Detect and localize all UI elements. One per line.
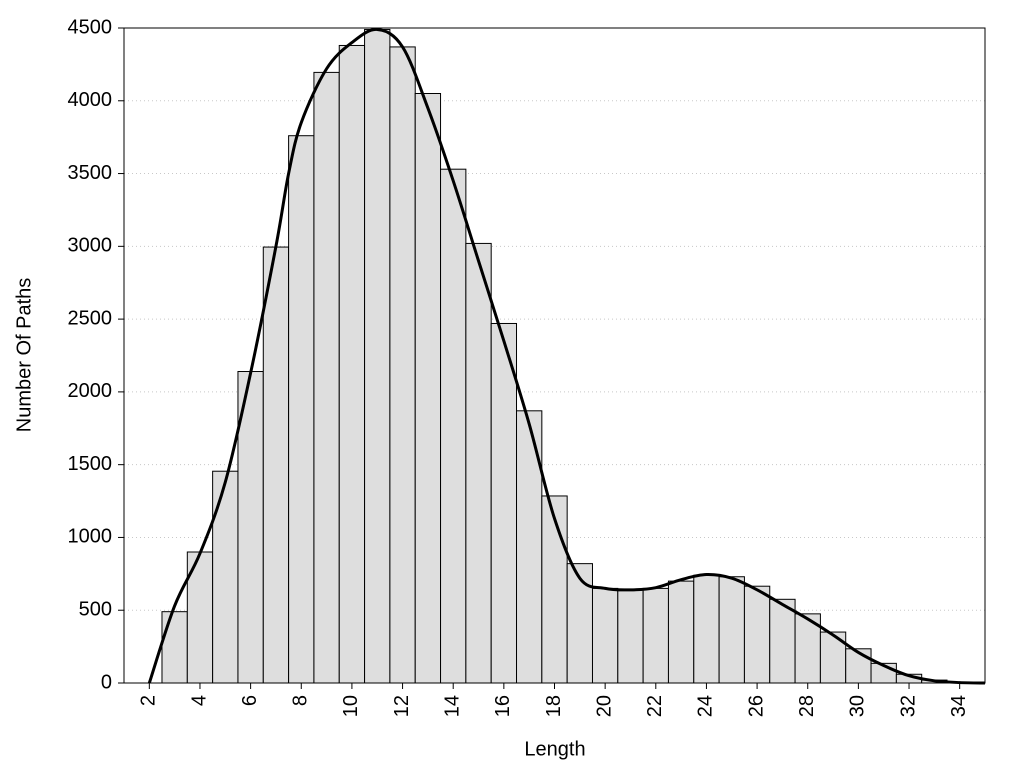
x-tick-label: 32 bbox=[897, 695, 919, 717]
bar bbox=[465, 242, 492, 684]
x-tick-label: 34 bbox=[948, 695, 970, 717]
y-tick-label: 1000 bbox=[68, 526, 113, 548]
bar bbox=[667, 580, 695, 684]
bar bbox=[161, 611, 188, 684]
x-tick-label: 16 bbox=[492, 695, 514, 717]
bar bbox=[566, 563, 593, 684]
x-tick-label: 22 bbox=[644, 695, 666, 717]
x-tick-label: 24 bbox=[695, 695, 717, 717]
x-tick-label: 2 bbox=[138, 695, 160, 706]
bar bbox=[769, 598, 796, 684]
bar bbox=[414, 93, 442, 684]
x-tick-label: 14 bbox=[441, 695, 463, 717]
x-tick-label: 20 bbox=[593, 695, 615, 717]
x-tick-label: 8 bbox=[290, 695, 312, 706]
x-tick-label: 4 bbox=[188, 695, 210, 706]
bar bbox=[440, 168, 467, 684]
x-tick-label: 6 bbox=[239, 695, 261, 706]
y-tick-label: 0 bbox=[101, 671, 112, 693]
x-tick-label: 18 bbox=[543, 695, 565, 717]
y-tick-label: 500 bbox=[79, 599, 112, 621]
bar bbox=[389, 46, 416, 684]
y-tick-label: 1500 bbox=[68, 453, 113, 475]
y-tick-label: 2500 bbox=[68, 307, 113, 329]
y-tick-label: 3000 bbox=[68, 235, 113, 257]
x-tick-label: 30 bbox=[847, 695, 869, 717]
bar bbox=[743, 585, 771, 684]
x-tick-label: 26 bbox=[745, 695, 767, 717]
y-tick-label: 4000 bbox=[68, 89, 113, 111]
x-tick-label: 12 bbox=[391, 695, 413, 717]
bar bbox=[693, 574, 720, 684]
bar bbox=[718, 576, 745, 684]
bar bbox=[490, 322, 518, 684]
bar bbox=[262, 246, 290, 684]
bar bbox=[212, 470, 239, 684]
bar bbox=[313, 71, 340, 684]
density-line bbox=[147, 27, 986, 685]
x-tick-label: 28 bbox=[796, 695, 818, 717]
y-tick-label: 3500 bbox=[68, 162, 113, 184]
bar bbox=[642, 587, 669, 684]
y-tick-label: 4500 bbox=[68, 16, 113, 38]
plot-frame bbox=[123, 27, 986, 684]
x-axis-label: Length bbox=[524, 738, 585, 760]
bar bbox=[288, 135, 315, 684]
bar bbox=[617, 588, 644, 684]
x-tick-label: 10 bbox=[340, 695, 362, 717]
bar bbox=[541, 495, 568, 684]
bar bbox=[364, 28, 391, 684]
bar bbox=[338, 44, 366, 684]
y-tick-label: 2000 bbox=[68, 380, 113, 402]
bar bbox=[591, 587, 619, 684]
y-axis-label: Number Of Paths bbox=[13, 278, 35, 433]
